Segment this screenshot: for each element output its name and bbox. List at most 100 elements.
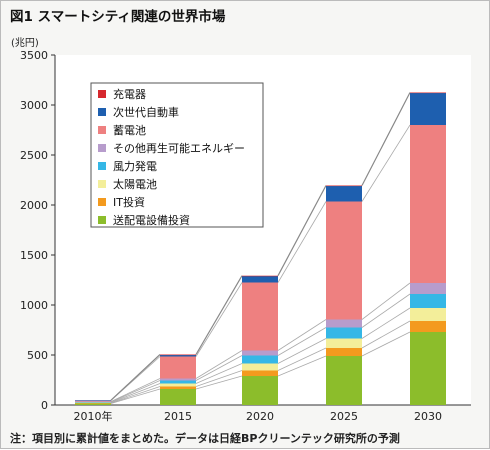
connector-line bbox=[110, 354, 161, 401]
bar-segment bbox=[160, 355, 196, 357]
connector-line bbox=[277, 338, 327, 364]
connector-line bbox=[195, 375, 243, 390]
y-tick-label: 2000 bbox=[20, 199, 48, 212]
y-tick-label: 500 bbox=[27, 349, 48, 362]
connector-line bbox=[110, 383, 161, 403]
bar-segment bbox=[410, 93, 446, 125]
y-tick-label: 0 bbox=[41, 399, 48, 412]
bar-segment bbox=[242, 276, 278, 283]
bar-segment bbox=[326, 186, 362, 202]
bar-segment bbox=[160, 386, 196, 389]
legend-swatch bbox=[98, 90, 106, 98]
legend-box bbox=[90, 82, 264, 228]
bar-segment bbox=[75, 402, 111, 404]
legend-label: 送配電設備投資 bbox=[113, 213, 190, 227]
connector-line bbox=[195, 275, 243, 355]
x-tick-label: 2025 bbox=[330, 410, 358, 423]
bar-segment bbox=[242, 282, 278, 351]
bar-segment bbox=[160, 383, 196, 387]
bar-segment bbox=[326, 201, 362, 320]
connector-line bbox=[361, 293, 411, 328]
y-tick-label: 3500 bbox=[20, 49, 48, 62]
bar-segment bbox=[242, 350, 278, 356]
x-tick-label: 2010年 bbox=[74, 409, 113, 423]
legend-swatch bbox=[98, 144, 106, 152]
bar-segment bbox=[242, 355, 278, 364]
bar-segment bbox=[242, 370, 278, 376]
legend-swatch bbox=[98, 180, 106, 188]
y-tick-label: 1500 bbox=[20, 249, 48, 262]
bar-segment bbox=[75, 403, 111, 405]
bar-segment bbox=[410, 92, 446, 94]
legend-swatch bbox=[98, 126, 106, 134]
bar-segment bbox=[75, 401, 111, 403]
bar-segment bbox=[75, 400, 111, 402]
bar-segment bbox=[410, 332, 446, 405]
connector-line bbox=[277, 347, 327, 371]
connector-line bbox=[195, 370, 243, 387]
bar-segment bbox=[242, 275, 278, 277]
bar-segment bbox=[75, 403, 111, 404]
connector-line bbox=[195, 363, 243, 384]
legend-swatch bbox=[98, 162, 106, 170]
x-tick-label: 2030 bbox=[414, 410, 442, 423]
bar-segment bbox=[410, 308, 446, 321]
bar-segment bbox=[160, 354, 196, 356]
legend-label: 風力発電 bbox=[113, 159, 157, 173]
bar-segment bbox=[326, 348, 362, 356]
bar-segment bbox=[160, 378, 196, 381]
bar-segment bbox=[410, 125, 446, 283]
bar-segment bbox=[326, 338, 362, 348]
bar-segment bbox=[75, 400, 111, 401]
y-tick-label: 3000 bbox=[20, 99, 48, 112]
y-axis-unit: (兆円) bbox=[11, 38, 39, 49]
connector-line bbox=[195, 350, 243, 379]
connector-line bbox=[195, 355, 243, 381]
connector-line bbox=[110, 386, 161, 404]
footnote: 注：項目別に累計値をまとめた。データは日経BPクリーンテック研究所の予測 bbox=[10, 432, 400, 445]
legend-label: 充電器 bbox=[113, 87, 146, 101]
connector-line bbox=[110, 378, 161, 402]
legend-label: 次世代自動車 bbox=[113, 105, 179, 119]
connector-line bbox=[110, 380, 161, 403]
connector-line bbox=[277, 319, 327, 351]
bar-segment bbox=[160, 380, 196, 384]
connector-line bbox=[110, 388, 161, 404]
legend-label: 太陽電池 bbox=[113, 178, 157, 191]
bar-segment bbox=[326, 327, 362, 339]
legend-swatch bbox=[98, 108, 106, 116]
y-tick-label: 1000 bbox=[20, 299, 48, 312]
bar-segment bbox=[242, 376, 278, 405]
connector-line bbox=[277, 185, 327, 276]
bar-segment bbox=[326, 185, 362, 187]
bar-segment bbox=[410, 321, 446, 332]
bar-segment bbox=[326, 319, 362, 328]
bar-segment bbox=[410, 294, 446, 308]
connector-line bbox=[361, 282, 411, 320]
connector-line bbox=[277, 355, 327, 377]
bar-segment bbox=[160, 356, 196, 379]
bar-segment bbox=[410, 283, 446, 294]
legend-swatch bbox=[98, 198, 106, 206]
connector-line bbox=[361, 124, 411, 202]
connector-line bbox=[361, 307, 411, 339]
bar-segment bbox=[242, 363, 278, 371]
x-tick-label: 2020 bbox=[246, 410, 274, 423]
connector-line bbox=[361, 320, 411, 349]
connector-line bbox=[361, 92, 411, 186]
x-tick-label: 2015 bbox=[164, 410, 192, 423]
chart-title: 図1 スマートシティ関連の世界市場 bbox=[10, 9, 226, 25]
y-tick-label: 2500 bbox=[20, 149, 48, 162]
legend-label: IT投資 bbox=[113, 195, 145, 209]
legend-label: その他再生可能エネルギー bbox=[113, 141, 245, 155]
connector-line bbox=[361, 331, 411, 357]
bar-segment bbox=[75, 402, 111, 403]
bar-segment bbox=[326, 356, 362, 405]
connector-line bbox=[195, 282, 243, 357]
legend-swatch bbox=[98, 216, 106, 224]
bar-segment bbox=[160, 389, 196, 405]
legend-label: 蓄電池 bbox=[113, 124, 146, 137]
connector-line bbox=[277, 327, 327, 356]
